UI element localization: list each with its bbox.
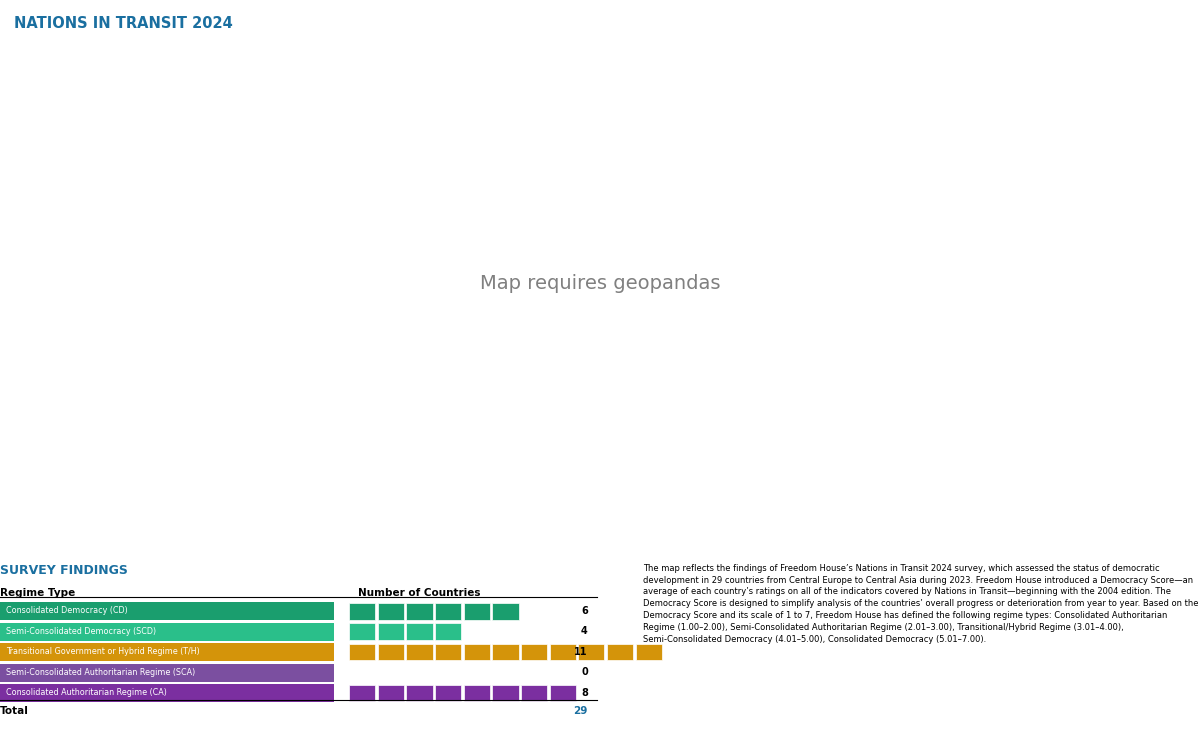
Text: Number of Countries: Number of Countries <box>358 588 480 599</box>
Text: Transitional Government or Hybrid Regime (T/H): Transitional Government or Hybrid Regime… <box>6 648 199 656</box>
FancyBboxPatch shape <box>521 644 547 661</box>
FancyBboxPatch shape <box>378 603 404 620</box>
FancyBboxPatch shape <box>349 644 376 661</box>
FancyBboxPatch shape <box>407 644 433 661</box>
Text: Semi-Consolidated Authoritarian Regime (SCA): Semi-Consolidated Authoritarian Regime (… <box>6 668 196 677</box>
FancyBboxPatch shape <box>492 603 518 620</box>
FancyBboxPatch shape <box>436 623 461 640</box>
FancyBboxPatch shape <box>436 603 461 620</box>
Text: 6: 6 <box>581 606 588 615</box>
FancyBboxPatch shape <box>349 603 376 620</box>
FancyBboxPatch shape <box>436 644 461 661</box>
FancyBboxPatch shape <box>636 644 661 661</box>
Text: Semi-Consolidated Democracy (SCD): Semi-Consolidated Democracy (SCD) <box>6 627 156 636</box>
FancyBboxPatch shape <box>0 664 334 682</box>
FancyBboxPatch shape <box>492 685 518 702</box>
Text: 11: 11 <box>575 647 588 657</box>
FancyBboxPatch shape <box>463 603 490 620</box>
FancyBboxPatch shape <box>0 602 334 620</box>
FancyBboxPatch shape <box>378 623 404 640</box>
FancyBboxPatch shape <box>492 644 518 661</box>
FancyBboxPatch shape <box>349 685 376 702</box>
FancyBboxPatch shape <box>463 685 490 702</box>
FancyBboxPatch shape <box>607 644 634 661</box>
FancyBboxPatch shape <box>550 685 576 702</box>
Text: NATIONS IN TRANSIT 2024: NATIONS IN TRANSIT 2024 <box>14 16 233 31</box>
FancyBboxPatch shape <box>0 643 334 661</box>
FancyBboxPatch shape <box>0 623 334 641</box>
Text: Map requires geopandas: Map requires geopandas <box>480 274 720 293</box>
Text: 8: 8 <box>581 688 588 698</box>
FancyBboxPatch shape <box>378 685 404 702</box>
FancyBboxPatch shape <box>407 603 433 620</box>
Text: Total: Total <box>0 705 29 715</box>
Text: 4: 4 <box>581 626 588 637</box>
FancyBboxPatch shape <box>463 644 490 661</box>
FancyBboxPatch shape <box>378 644 404 661</box>
Text: The map reflects the findings of Freedom House’s Nations in Transit 2024 survey,: The map reflects the findings of Freedom… <box>643 564 1199 644</box>
FancyBboxPatch shape <box>0 684 334 702</box>
FancyBboxPatch shape <box>349 623 376 640</box>
Text: 29: 29 <box>574 705 588 715</box>
FancyBboxPatch shape <box>407 623 433 640</box>
Text: Consolidated Authoritarian Regime (CA): Consolidated Authoritarian Regime (CA) <box>6 688 167 697</box>
Text: Consolidated Democracy (CD): Consolidated Democracy (CD) <box>6 606 127 615</box>
Text: Regime Type: Regime Type <box>0 588 76 599</box>
FancyBboxPatch shape <box>550 644 576 661</box>
Text: SURVEY FINDINGS: SURVEY FINDINGS <box>0 564 128 577</box>
Text: 0: 0 <box>581 667 588 677</box>
FancyBboxPatch shape <box>436 685 461 702</box>
FancyBboxPatch shape <box>521 685 547 702</box>
FancyBboxPatch shape <box>578 644 605 661</box>
FancyBboxPatch shape <box>407 685 433 702</box>
